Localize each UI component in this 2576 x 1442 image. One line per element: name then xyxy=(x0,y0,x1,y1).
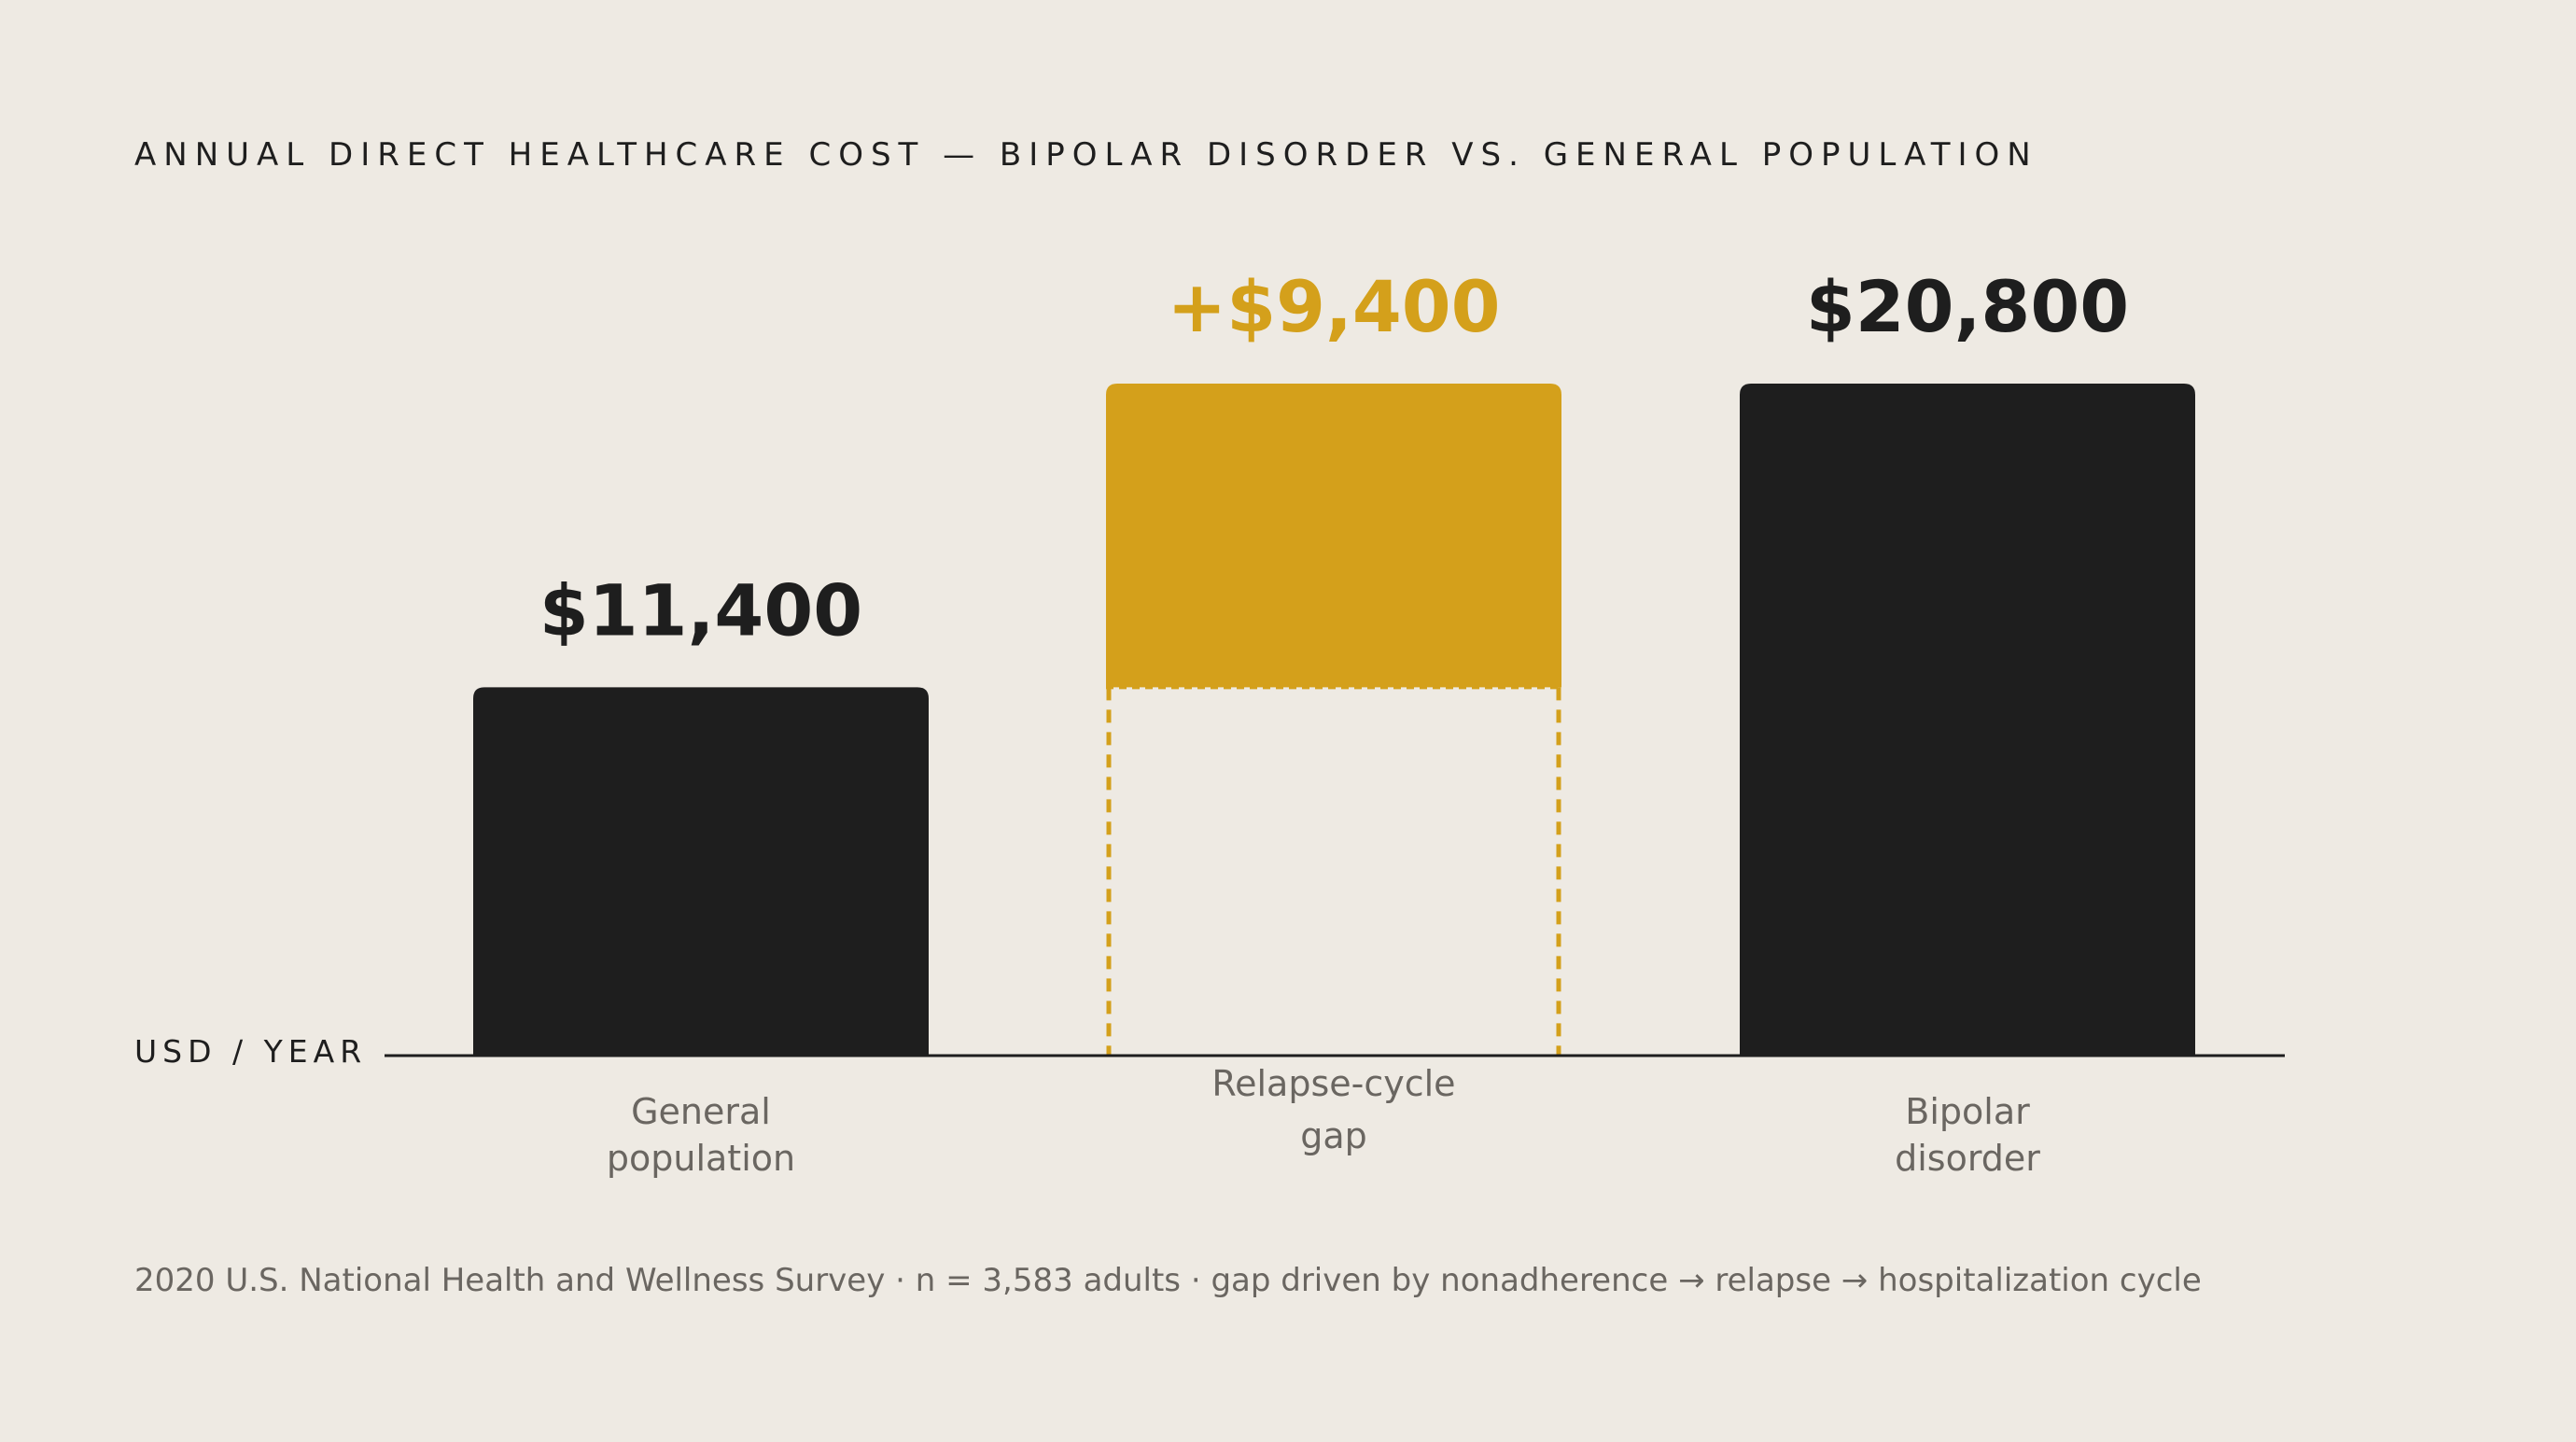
category-label-1: General population xyxy=(607,1091,795,1179)
source-footnote: 2020 U.S. National Health and Wellness S… xyxy=(134,1262,2202,1299)
bar-general-population xyxy=(473,687,929,1056)
bar-relapse-cycle-gap xyxy=(1106,384,1561,688)
category-label-line: population xyxy=(607,1138,795,1179)
y-axis-unit-label: USD / YEAR xyxy=(134,1033,368,1070)
category-label-line: Bipolar xyxy=(1905,1091,2030,1132)
category-label-line: General xyxy=(631,1091,771,1132)
category-label-3: Bipolar disorder xyxy=(1895,1091,2040,1179)
value-label-3: $20,800 xyxy=(1806,265,2129,348)
bar-bipolar-disorder xyxy=(1740,384,2195,1056)
chart-title: ANNUAL DIRECT HEALTHCARE COST — BIPOLAR … xyxy=(134,136,2038,174)
category-label-2: Relapse-cycle gap xyxy=(1211,1063,1455,1156)
bars-group xyxy=(473,384,2195,1056)
category-label-line: disorder xyxy=(1895,1138,2040,1179)
category-label-line: Relapse-cycle xyxy=(1211,1063,1455,1104)
category-label-line: gap xyxy=(1300,1115,1367,1156)
value-label-1: $11,400 xyxy=(539,568,862,651)
value-label-2: +$9,400 xyxy=(1168,265,1501,348)
